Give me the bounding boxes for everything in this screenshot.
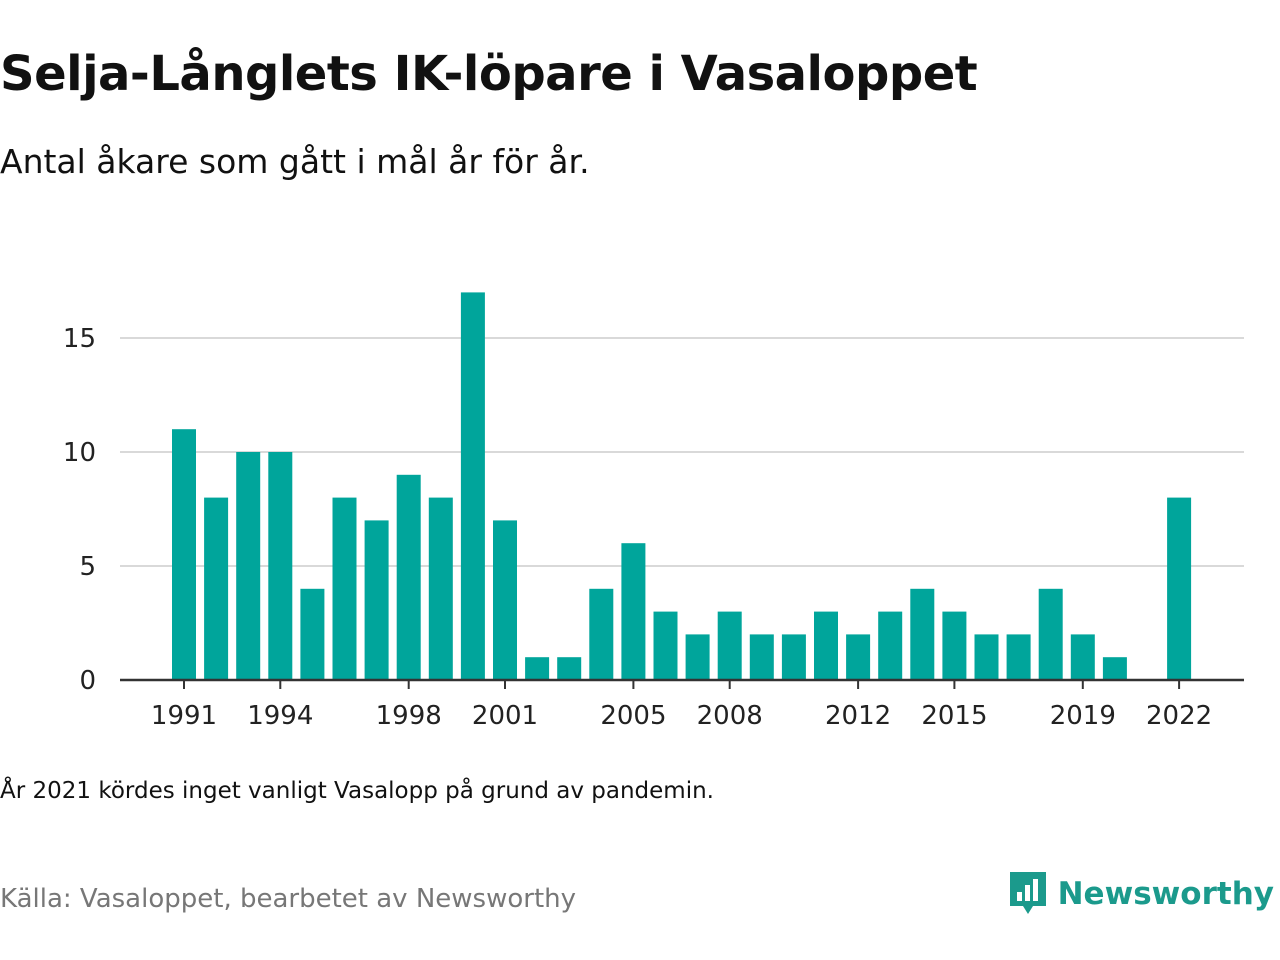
bar-2006: [653, 611, 678, 680]
bar-2002: [525, 657, 550, 680]
bar-2004: [589, 588, 614, 680]
newsworthy-logo-icon: [1009, 872, 1046, 914]
bar-2000: [460, 292, 485, 680]
y-tick-label: 15: [63, 324, 96, 354]
x-tick-label: 2005: [600, 701, 666, 731]
bar-2001: [493, 520, 517, 680]
bar-2022: [1167, 497, 1192, 680]
bar-2017: [1006, 634, 1031, 680]
bar-2003: [557, 657, 582, 680]
bar-1996: [332, 497, 357, 680]
bar-2009: [749, 634, 774, 680]
bar-1999: [428, 497, 453, 680]
chart-title: Selja-Långlets IK-löpare i Vasaloppet: [0, 46, 978, 102]
bar-2005: [621, 543, 646, 680]
x-axis-ticks: 1991 1994 1998 2001 2005 2008 2012 2015 2019 2022: [151, 680, 1212, 731]
bar-1991: [172, 429, 196, 680]
bar-2007: [685, 634, 710, 680]
chart-subtitle: Antal åkare som gått i mål år för år.: [0, 142, 590, 181]
y-tick-label: 5: [79, 552, 96, 582]
x-tick-label: 1994: [247, 701, 313, 731]
bar-2020: [1102, 657, 1127, 680]
y-tick-label: 10: [63, 438, 96, 468]
bar-2012: [846, 634, 871, 680]
bar-2014: [910, 588, 935, 680]
bar-1994: [268, 452, 293, 680]
x-tick-label: 2022: [1146, 701, 1212, 731]
bar-2018: [1038, 588, 1063, 680]
bar-2015: [942, 611, 967, 680]
brand-name: Newsworthy: [1057, 876, 1274, 912]
bar-1995: [300, 588, 325, 680]
x-tick-label: 2008: [697, 701, 763, 731]
bar-1998: [396, 474, 421, 680]
x-tick-label: 2019: [1050, 701, 1116, 731]
bar-1992: [204, 497, 229, 680]
source-credit: Källa: Vasaloppet, bearbetet av Newswort…: [0, 884, 576, 914]
footnote: År 2021 kördes inget vanligt Vasalopp på…: [0, 778, 714, 804]
y-tick-label: 0: [79, 666, 96, 696]
y-axis-ticks: 0 5 10 15: [63, 324, 96, 696]
bar-2013: [878, 611, 903, 680]
bar-2008: [717, 611, 742, 680]
bar-2016: [974, 634, 999, 680]
x-tick-label: 2015: [921, 701, 987, 731]
x-tick-label: 1991: [151, 701, 217, 731]
x-tick-label: 1998: [376, 701, 442, 731]
newsworthy-brand: Newsworthy: [1008, 870, 1274, 918]
x-tick-label: 2001: [472, 701, 538, 731]
bar-1997: [364, 520, 389, 680]
bar-1993: [236, 452, 261, 680]
x-tick-label: 2012: [825, 701, 891, 731]
grid-lines: [120, 337, 1244, 567]
bar-2010: [781, 634, 806, 680]
bar-2019: [1070, 634, 1095, 680]
bars: [172, 292, 1192, 680]
bar-2011: [814, 611, 838, 680]
